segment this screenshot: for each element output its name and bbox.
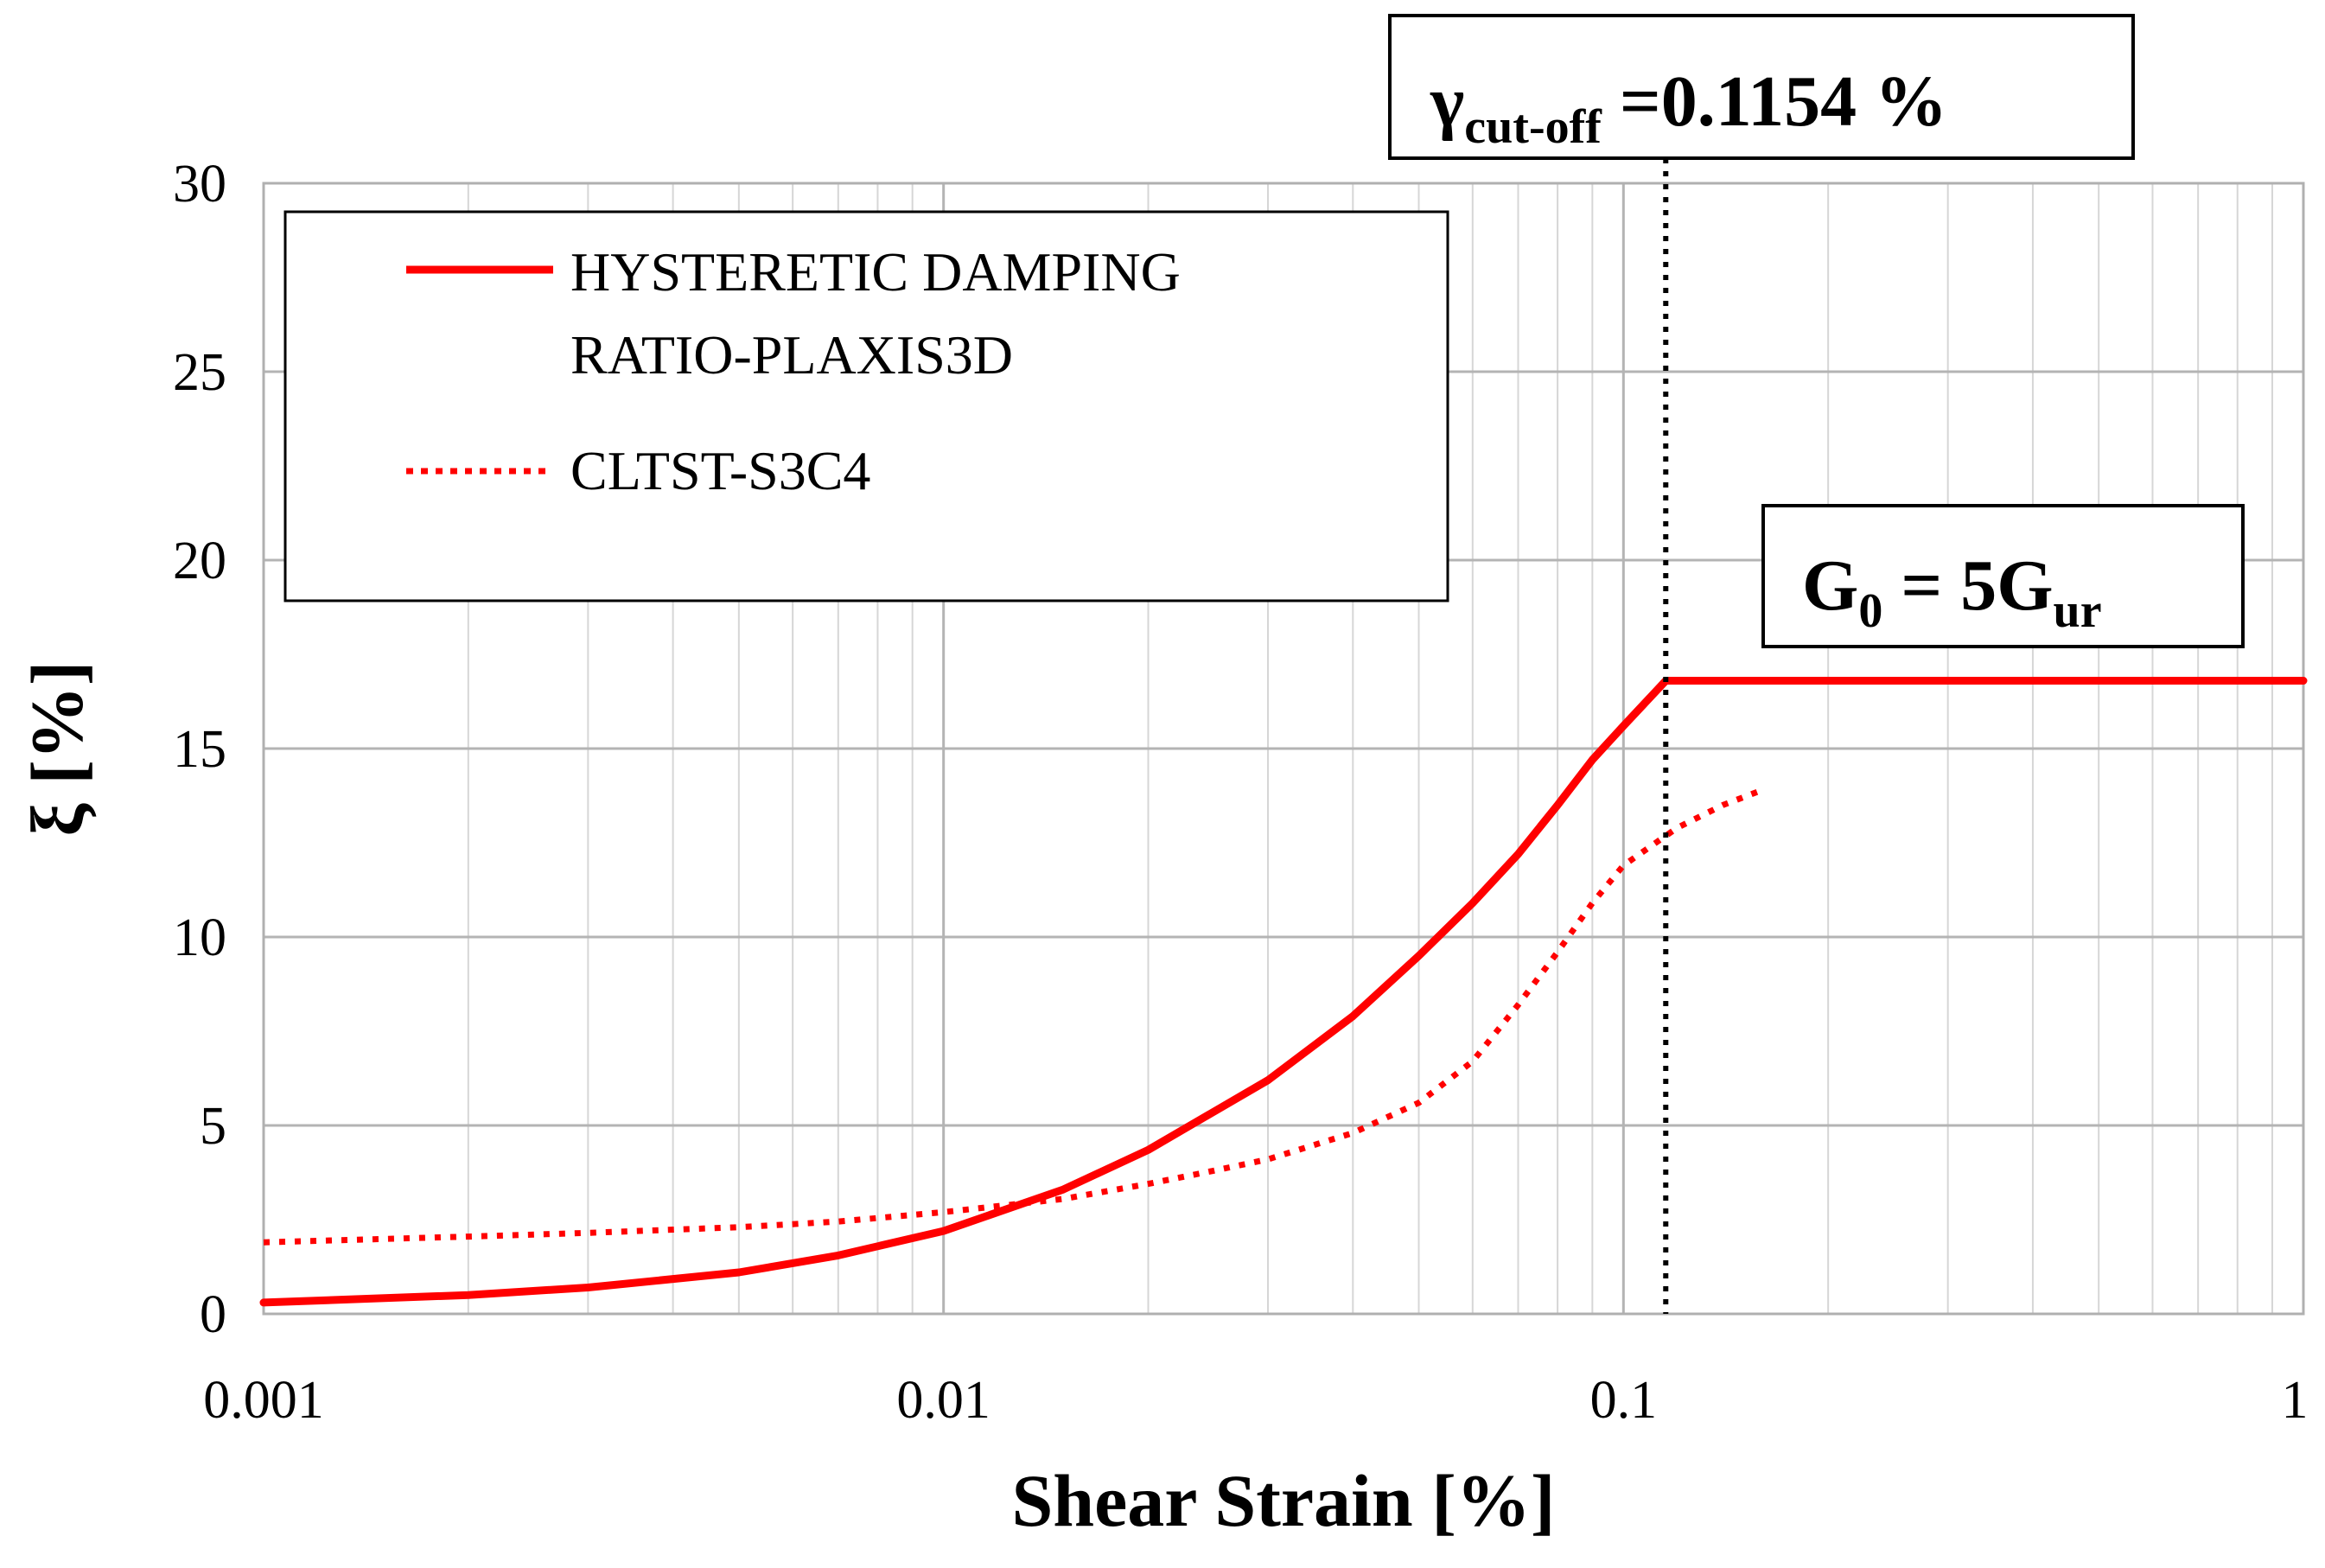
g0-mid: = 5G — [1882, 545, 2053, 626]
y-tick-label: 30 — [173, 155, 226, 214]
g0-annotation-text: G0 = 5Gur — [1802, 545, 2102, 638]
legend: HYSTERETIC DAMPING RATIO-PLAXIS3D CLTST-… — [283, 210, 1449, 602]
y-tick-label: 10 — [173, 908, 226, 967]
y-tick-label: 5 — [200, 1097, 226, 1156]
legend-label-series-1-line-2: RATIO-PLAXIS3D — [570, 324, 1013, 386]
g0-annotation-box — [1761, 504, 2245, 648]
y-tick-labels: 0 5 10 15 20 25 30 — [173, 155, 226, 1344]
series-layer — [259, 677, 2308, 1307]
series-line-cltst-s3c4 — [263, 787, 1764, 1246]
gur-subscript: ur — [2054, 584, 2102, 638]
cutoff-subscript: cut-off — [1464, 100, 1602, 154]
legend-label-series-2: CLTST-S3C4 — [570, 440, 870, 501]
plot-area-border — [262, 182, 2305, 1316]
x-tick-label: 0.01 — [896, 1371, 991, 1430]
x-tick-label: 0.001 — [203, 1371, 324, 1430]
y-tick-label: 0 — [200, 1285, 226, 1344]
y-tick-label: 25 — [173, 343, 226, 402]
x-tick-label: 0.1 — [1590, 1371, 1658, 1430]
legend-box — [283, 210, 1449, 602]
g0-main: G — [1802, 545, 1858, 626]
x-axis-title: Shear Strain [%] — [1011, 1459, 1555, 1542]
g0-subscript: 0 — [1858, 584, 1882, 638]
g0-annotation: G0 = 5Gur — [1761, 504, 2245, 648]
y-axis-title: ξ [%] — [16, 660, 99, 836]
cutoff-annotation-box — [1388, 14, 2135, 160]
cutoff-annotation-text: γcut-off =0.1154 % — [1430, 61, 1947, 154]
x-tick-label: 1 — [2282, 1371, 2309, 1430]
cutoff-value: =0.1154 % — [1602, 61, 1947, 142]
y-tick-label: 20 — [173, 532, 226, 590]
cutoff-annotation: γcut-off =0.1154 % — [1388, 14, 2135, 160]
gamma-symbol: γ — [1430, 61, 1464, 142]
legend-label-series-1-line-1: HYSTERETIC DAMPING — [570, 241, 1181, 303]
y-tick-label: 15 — [173, 720, 226, 779]
series-line-plaxis3d — [259, 677, 2308, 1307]
x-tick-labels: 0.001 0.01 0.1 1 — [203, 1371, 2308, 1430]
